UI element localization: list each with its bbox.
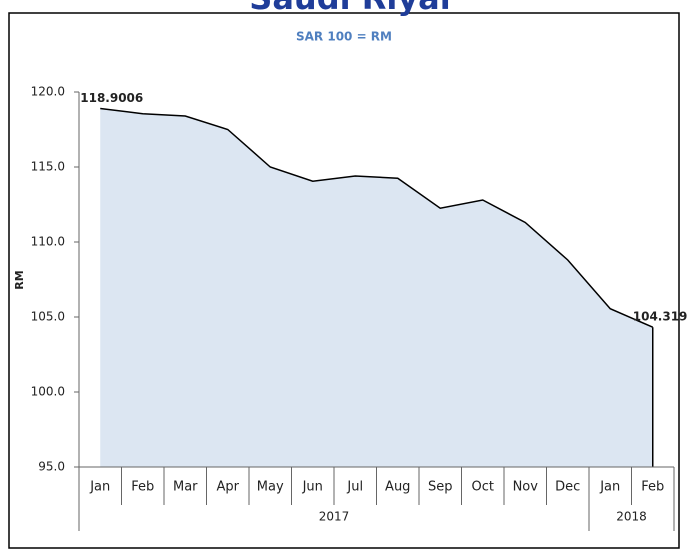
data-label: 118.9006: [80, 91, 143, 105]
x-tick-label: Nov: [513, 480, 539, 495]
y-tick-label: 105.0: [31, 310, 65, 324]
x-tick-label: May: [257, 480, 284, 495]
chart-title: Saudi Riyal: [249, 0, 450, 17]
y-tick-label: 95.0: [38, 460, 65, 474]
x-tick-label: Feb: [131, 480, 154, 495]
y-tick-label: 110.0: [31, 235, 65, 249]
x-tick-label: Aug: [385, 480, 410, 495]
x-tick-label: Jan: [89, 480, 110, 495]
x-tick-label: Feb: [641, 480, 664, 495]
x-tick-label: Jun: [302, 480, 323, 495]
y-tick-label: 100.0: [31, 385, 65, 399]
data-label: 104.3196: [633, 310, 688, 324]
y-tick-label: 115.0: [31, 160, 65, 174]
x-tick-label: Jan: [599, 480, 620, 495]
x-tick-label: Sep: [428, 480, 453, 495]
y-axis-label: RM: [13, 270, 26, 289]
area: [100, 108, 653, 467]
line: [100, 107, 654, 328]
x-tick-label: Dec: [555, 480, 580, 495]
x-tick-label: Jul: [346, 480, 363, 495]
x-tick-label: Apr: [217, 480, 240, 495]
group-label: 2017: [319, 510, 350, 524]
group-label: 2018: [616, 510, 647, 524]
y-tick-label: 120.0: [31, 85, 65, 99]
x-tick-label: Mar: [173, 480, 198, 495]
chart-subtitle: SAR 100 = RM: [296, 30, 392, 44]
x-tick-label: Oct: [472, 480, 494, 495]
